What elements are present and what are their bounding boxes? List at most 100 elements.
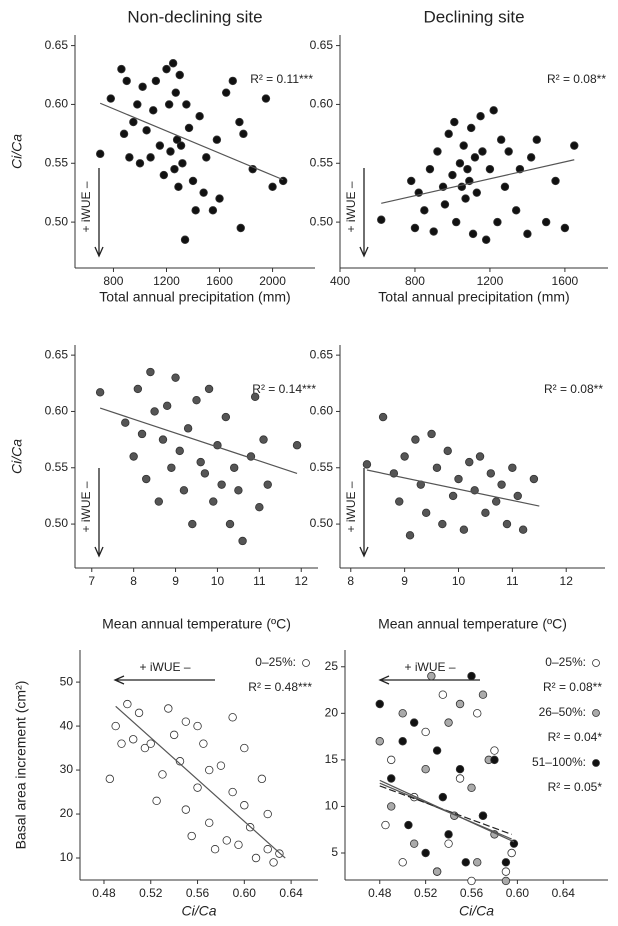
y-axis-label: Ci/Ca [9,439,25,474]
point [210,845,220,854]
point [236,223,245,233]
x-tick-label: 8 [130,574,137,588]
y-tick-label: 25 [325,659,339,673]
point [257,774,267,784]
point [440,200,450,209]
point [523,229,532,239]
y-tick-label: 0.60 [310,404,334,418]
point [150,407,159,416]
point [195,111,204,121]
fit-line [99,102,284,181]
point [507,848,516,858]
point [461,858,470,867]
x-axis-label: Mean annual temperature (ºC) [102,616,291,632]
point [123,699,132,709]
point [200,469,210,478]
x-tick-label: 800 [103,274,123,288]
point [518,525,528,534]
legend-marker [592,659,600,667]
point [164,100,174,109]
x-tick-label: 11 [253,574,266,588]
point [146,367,155,377]
point [263,845,272,854]
point [221,88,231,97]
point [432,463,442,472]
point [381,820,390,830]
r2-label: R² = 0.11*** [250,72,313,86]
r2-label: R² = 0.14*** [252,382,316,396]
point [121,418,130,427]
point [175,757,185,766]
y-tick-label: 0.60 [45,97,69,111]
x-tick-label: 1200 [477,274,504,288]
point [168,59,178,68]
point [259,435,268,444]
fit-line [99,407,298,474]
point [420,206,429,215]
point [438,690,448,699]
point [425,164,435,174]
point [461,194,470,203]
x-tick-label: 7 [88,574,95,588]
point [475,452,485,461]
point [444,839,453,848]
point [465,457,474,467]
point [263,480,272,489]
r2-label: R² = 0.48*** [248,680,312,694]
point [407,176,416,186]
point [205,818,214,828]
legend-marker [302,659,310,667]
legend-marker [592,709,600,717]
point [398,709,407,718]
iwue-label: + iWUE – [139,660,190,674]
x-tick-label: 800 [405,274,425,288]
point [570,141,579,150]
point [560,223,570,233]
x-tick-label: 10 [211,574,225,588]
point [146,739,155,748]
point [154,497,163,506]
point [421,727,430,737]
point [427,429,436,439]
point [181,805,191,814]
point [261,94,271,103]
point [467,876,476,886]
fit-line [115,705,286,859]
point [491,497,501,506]
point [202,153,211,162]
point [134,708,144,718]
y-tick-label: 15 [325,752,339,766]
point [473,858,482,867]
point [459,525,469,534]
x-tick-label: 12 [560,574,574,588]
point [541,217,551,227]
point [175,446,184,456]
point [181,717,191,726]
point [133,384,143,394]
y-tick-label: 0.65 [310,38,334,52]
x-tick-label: 0.64 [279,886,303,900]
iwue-label: + iWUE – [344,481,358,532]
point [444,718,453,727]
point [142,126,151,135]
point [122,76,131,86]
panel-title: Non-declining site [127,7,262,26]
r2-label: R² = 0.08** [547,72,606,86]
point [451,217,461,227]
y-tick-label: 10 [60,850,74,864]
y-tick-label: 0.55 [310,155,334,169]
x-tick-label: 9 [172,574,179,588]
point [526,153,536,162]
point [490,755,499,765]
point [119,129,129,139]
point [511,206,521,215]
point [193,721,202,731]
point [398,737,407,746]
point [158,770,167,779]
point [125,153,134,162]
point [454,474,463,484]
point [209,497,218,506]
point [142,474,151,484]
fit-line [379,779,515,843]
point [405,531,415,540]
